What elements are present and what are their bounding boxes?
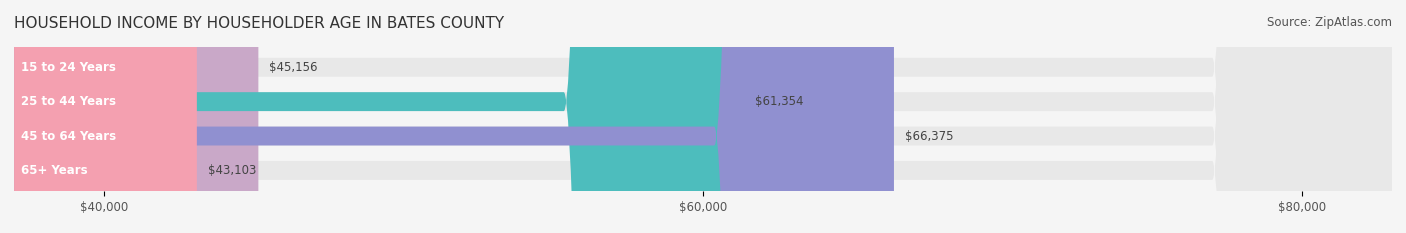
- FancyBboxPatch shape: [14, 0, 894, 233]
- FancyBboxPatch shape: [14, 0, 1392, 233]
- Text: Source: ZipAtlas.com: Source: ZipAtlas.com: [1267, 16, 1392, 29]
- FancyBboxPatch shape: [14, 0, 1392, 233]
- FancyBboxPatch shape: [14, 0, 1392, 233]
- Text: HOUSEHOLD INCOME BY HOUSEHOLDER AGE IN BATES COUNTY: HOUSEHOLD INCOME BY HOUSEHOLDER AGE IN B…: [14, 16, 505, 31]
- Text: $61,354: $61,354: [755, 95, 803, 108]
- Text: $66,375: $66,375: [905, 130, 953, 143]
- Text: $43,103: $43,103: [208, 164, 256, 177]
- Text: $45,156: $45,156: [270, 61, 318, 74]
- Text: 65+ Years: 65+ Years: [21, 164, 87, 177]
- FancyBboxPatch shape: [14, 0, 744, 233]
- Text: 25 to 44 Years: 25 to 44 Years: [21, 95, 115, 108]
- Text: 45 to 64 Years: 45 to 64 Years: [21, 130, 117, 143]
- FancyBboxPatch shape: [14, 0, 1392, 233]
- FancyBboxPatch shape: [14, 0, 259, 233]
- FancyBboxPatch shape: [14, 0, 197, 233]
- Text: 15 to 24 Years: 15 to 24 Years: [21, 61, 115, 74]
